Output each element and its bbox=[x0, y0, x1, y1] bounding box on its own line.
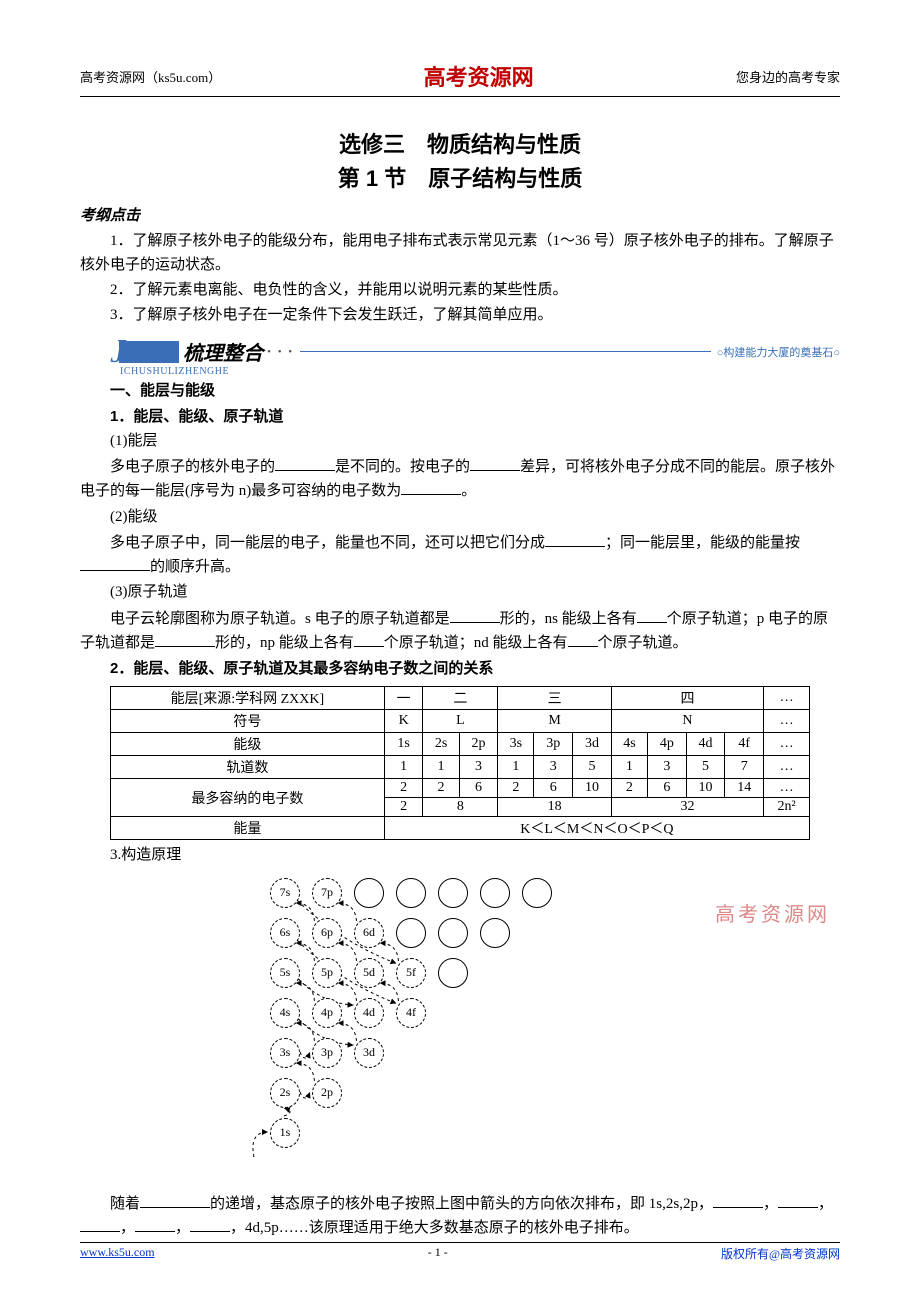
sec1-b-label: (2)能级 bbox=[80, 506, 840, 529]
blank bbox=[275, 455, 335, 471]
energy-table: 能层[来源:学科网 ZXXK] 一 二 三 四 … 符号 K L M N … 能… bbox=[110, 686, 810, 840]
orbital-6d: 6d bbox=[354, 918, 384, 948]
banner-dots: • • • bbox=[267, 346, 294, 358]
blank bbox=[155, 631, 215, 647]
blank bbox=[568, 631, 598, 647]
orbital-5s: 5s bbox=[270, 958, 300, 988]
orbital-4p: 4p bbox=[312, 998, 342, 1028]
blank bbox=[545, 531, 605, 547]
blank bbox=[80, 1216, 120, 1232]
orbital-empty bbox=[438, 878, 468, 908]
sec1-b-text: 多电子原子中，同一能层的电子，能量也不同，还可以把它们分成；同一能层里，能级的能… bbox=[80, 531, 840, 580]
blank bbox=[190, 1216, 230, 1232]
orbital-2s: 2s bbox=[270, 1078, 300, 1108]
kaogang-3: 3．了解原子核外电子在一定条件下会发生跃迁，了解其简单应用。 bbox=[80, 304, 840, 327]
orbital-3d: 3d bbox=[354, 1038, 384, 1068]
table-title: 2．能层、能级、原子轨道及其最多容纳电子数之间的关系 bbox=[80, 657, 840, 680]
header-center: 高考资源网 bbox=[424, 60, 534, 92]
orbital-empty bbox=[438, 958, 468, 988]
banner-line bbox=[300, 351, 711, 352]
blank bbox=[470, 455, 520, 471]
orbital-5f: 5f bbox=[396, 958, 426, 988]
table-row-shell-cn: 能层[来源:学科网 ZXXK] 一 二 三 四 … bbox=[111, 687, 810, 710]
orbital-4d: 4d bbox=[354, 998, 384, 1028]
table-row-sublevel: 能级 1s 2s 2p 3s 3p 3d 4s 4p 4d 4f … bbox=[111, 733, 810, 756]
kaogang-2: 2．了解元素电离能、电负性的含义，并能用以说明元素的某些性质。 bbox=[80, 279, 840, 302]
sec1-a-label: (1)能层 bbox=[80, 430, 840, 453]
banner-right: ○构建能力大厦的奠基石○ bbox=[717, 344, 840, 360]
table-row-orbitals: 轨道数 1 1 3 1 3 5 1 3 5 7 … bbox=[111, 756, 810, 779]
orbital-empty bbox=[354, 878, 384, 908]
content-body: 考纲点击 1．了解原子核外电子的能级分布，能用电子排布式表示常见元素（1～36 … bbox=[80, 205, 840, 1240]
kaogang-label: 考纲点击 bbox=[80, 205, 840, 228]
banner-pinyin: ICHUSHULIZHENGHE bbox=[120, 366, 840, 377]
orbital-empty bbox=[480, 878, 510, 908]
blank bbox=[354, 631, 384, 647]
sec1-a-text: 多电子原子的核外电子的是不同的。按电子的差异，可将核外电子分成不同的能层。原子核… bbox=[80, 455, 840, 504]
aufbau-diagram: 7s7p6s6p6d5s5p5d5f4s4p4d4f3s3p3d2s2p1s 高… bbox=[210, 878, 710, 1188]
orbital-empty bbox=[396, 878, 426, 908]
header-left: 高考资源网（ks5u.com） bbox=[80, 67, 221, 86]
page-header: 高考资源网（ks5u.com） 高考资源网 您身边的高考专家 bbox=[80, 60, 840, 97]
orbital-7p: 7p bbox=[312, 878, 342, 908]
blank bbox=[140, 1192, 210, 1208]
sec3-label: 3.构造原理 bbox=[80, 844, 840, 867]
blank bbox=[401, 479, 461, 495]
orbital-empty bbox=[396, 918, 426, 948]
footer-right: 版权所有@高考资源网 bbox=[721, 1245, 840, 1262]
orbital-2p: 2p bbox=[312, 1078, 342, 1108]
blank bbox=[135, 1216, 175, 1232]
orbital-3s: 3s bbox=[270, 1038, 300, 1068]
header-right: 您身边的高考专家 bbox=[736, 67, 840, 86]
orbital-empty bbox=[522, 878, 552, 908]
banner-title: 梳理整合 bbox=[183, 337, 263, 366]
orbital-1s: 1s bbox=[270, 1118, 300, 1148]
sec1-c-text: 电子云轮廓图称为原子轨道。s 电子的原子轨道都是形的，ns 能级上各有个原子轨道… bbox=[80, 607, 840, 656]
orbital-empty bbox=[480, 918, 510, 948]
orbital-4s: 4s bbox=[270, 998, 300, 1028]
title-sub: 第 1 节 原子结构与性质 bbox=[80, 161, 840, 193]
footer-left: www.ks5u.com bbox=[80, 1245, 155, 1262]
sec1-h1: 一、能层与能级 bbox=[80, 379, 840, 402]
orbital-empty bbox=[438, 918, 468, 948]
orbital-6s: 6s bbox=[270, 918, 300, 948]
blank bbox=[778, 1192, 818, 1208]
orbital-4f: 4f bbox=[396, 998, 426, 1028]
orbital-7s: 7s bbox=[270, 878, 300, 908]
blank bbox=[80, 555, 150, 571]
section-banner: J 梳理整合 • • • ○构建能力大厦的奠基石○ bbox=[110, 337, 840, 366]
table-row-symbol: 符号 K L M N … bbox=[111, 710, 810, 733]
footer-center: - 1 - bbox=[428, 1245, 448, 1262]
blank bbox=[637, 607, 667, 623]
table-row-energy: 能量 K＜L＜M＜N＜O＜P＜Q bbox=[111, 817, 810, 840]
orbital-5d: 5d bbox=[354, 958, 384, 988]
orbital-5p: 5p bbox=[312, 958, 342, 988]
sec1-c-label: (3)原子轨道 bbox=[80, 581, 840, 604]
kaogang-1: 1．了解原子核外电子的能级分布，能用电子排布式表示常见元素（1～36 号）原子核… bbox=[80, 230, 840, 277]
blank bbox=[713, 1192, 763, 1208]
sec1-h2: 1．能层、能级、原子轨道 bbox=[80, 405, 840, 428]
banner-box bbox=[119, 341, 179, 363]
title-main: 选修三 物质结构与性质 bbox=[80, 127, 840, 159]
page-footer: www.ks5u.com - 1 - 版权所有@高考资源网 bbox=[80, 1242, 840, 1262]
orbital-6p: 6p bbox=[312, 918, 342, 948]
sec3-para: 随着的递增，基态原子的核外电子按照上图中箭头的方向依次排布，即 1s,2s,2p… bbox=[80, 1192, 840, 1241]
watermark: 高考资源网 bbox=[715, 898, 830, 927]
table-row-electrons-1: 最多容纳的电子数 2 2 6 2 6 10 2 6 10 14 … bbox=[111, 779, 810, 798]
orbital-3p: 3p bbox=[312, 1038, 342, 1068]
blank bbox=[450, 607, 500, 623]
